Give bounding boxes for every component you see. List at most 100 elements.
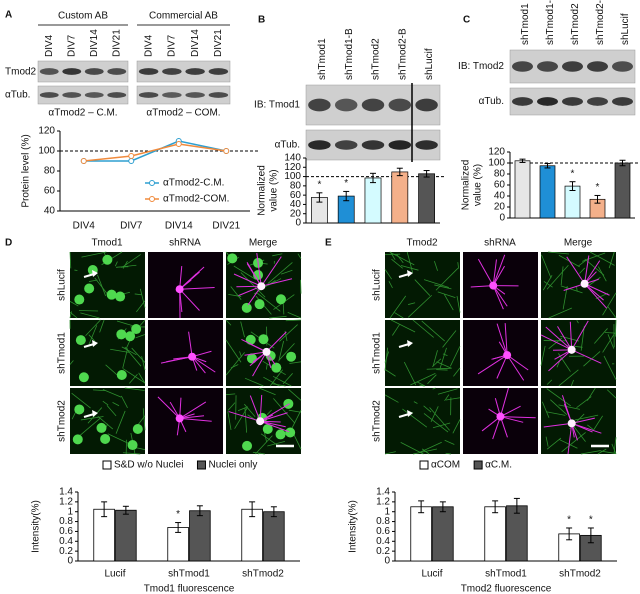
y-tick-label: 0: [67, 556, 73, 567]
neurite: [267, 441, 286, 447]
dendrite: [179, 288, 200, 311]
bar: [410, 506, 432, 562]
neurite: [115, 410, 126, 434]
neurite: [110, 348, 129, 353]
neurite: [546, 411, 566, 416]
neurite: [587, 424, 595, 431]
neurite: [439, 347, 447, 369]
significance: *: [344, 178, 348, 189]
legend-marker: [149, 180, 155, 186]
y-tick-label: 0.2: [59, 546, 73, 557]
neurite: [593, 415, 603, 430]
neurite: [269, 315, 287, 319]
neurite: [576, 320, 579, 324]
legend-label: αCOM: [431, 460, 460, 471]
dendrite: [259, 403, 290, 422]
blot-band: [162, 68, 182, 75]
neurite: [102, 389, 122, 398]
neurite: [139, 288, 146, 308]
bar: [189, 510, 211, 562]
blot-band: [415, 98, 438, 112]
neurite: [602, 292, 617, 316]
neurite: [384, 253, 401, 256]
micrograph: [385, 388, 460, 454]
micrograph: [385, 320, 460, 386]
y-tick-label: 80: [290, 180, 302, 191]
neurite: [228, 293, 242, 297]
blot: [37, 60, 129, 83]
neurite: [384, 394, 399, 403]
lane-label: shTmod1: [520, 3, 531, 45]
blot-band: [138, 68, 159, 75]
neurite: [580, 450, 601, 455]
micrograph-content: [71, 387, 146, 455]
y-tick-label: 1: [384, 506, 390, 517]
y-axis-label: Normalized: [461, 160, 472, 211]
y-tick-label: 0.6: [59, 526, 73, 537]
y-tick-label: 0: [384, 556, 390, 567]
neurite: [449, 346, 461, 367]
dendrite: [504, 323, 508, 356]
dendrite: [567, 423, 573, 455]
neurite: [69, 301, 79, 307]
neurite: [114, 261, 118, 267]
y-tick-label: 0.4: [59, 536, 73, 547]
dendrite: [496, 323, 508, 356]
x-tick-label: DIV4: [73, 221, 96, 232]
neurite: [421, 320, 445, 342]
legend-label: Nuclei only: [208, 460, 257, 471]
neurite: [561, 432, 586, 453]
y-axis-label: Intensity(%): [348, 500, 359, 553]
neurite: [80, 312, 100, 319]
legend-label: S&D w/o Nuclei: [114, 460, 183, 471]
nucleus: [74, 404, 85, 415]
legend-label: αTmod2-COM.: [163, 194, 229, 205]
nucleus: [283, 398, 294, 409]
nucleus: [271, 362, 282, 373]
neurite: [413, 448, 438, 455]
micrograph-content: [160, 331, 216, 374]
neurite: [457, 262, 459, 269]
column-header: shRNA: [169, 238, 201, 249]
neurite: [129, 373, 138, 384]
lane-label: DIV21: [111, 29, 122, 57]
blot-row-label: Tmod2: [5, 67, 37, 78]
dendrite: [179, 415, 205, 419]
neurite: [240, 321, 245, 338]
blot-band: [107, 92, 127, 98]
neurite: [396, 254, 404, 264]
dendrite: [571, 349, 602, 364]
neurite: [442, 353, 448, 356]
y-tick-label: 0: [295, 218, 301, 229]
significance: *: [176, 509, 180, 520]
neurite: [244, 403, 256, 417]
dendrite: [179, 286, 215, 290]
neurite: [384, 369, 396, 377]
row-label: shLucif: [372, 269, 383, 301]
neurite: [427, 374, 437, 385]
y-axis-label: Intensity(%): [31, 500, 42, 553]
nucleus: [262, 423, 273, 434]
x-tick-label: shTmod1: [485, 569, 527, 580]
dendrite: [584, 283, 608, 309]
y-tick-label: 0.6: [376, 526, 390, 537]
neurite: [541, 401, 550, 418]
blot-band: [62, 92, 82, 98]
arrow: [398, 343, 410, 348]
neurite: [271, 383, 286, 387]
nucleus: [127, 440, 138, 451]
neurite: [576, 286, 578, 292]
neurite: [435, 267, 459, 291]
lane-label: shTmod1: [317, 38, 328, 80]
arrow-head: [407, 410, 413, 417]
neurite: [288, 409, 302, 413]
lane-label: DIV4: [143, 34, 154, 57]
neurite: [579, 267, 586, 274]
nucleus: [241, 302, 252, 313]
blot-band: [587, 61, 608, 72]
neurite: [600, 450, 617, 454]
significance: *: [596, 182, 600, 193]
y-axis-label: value (%): [269, 169, 280, 211]
blot-caption: αTmod2 – C.M.: [48, 108, 117, 119]
